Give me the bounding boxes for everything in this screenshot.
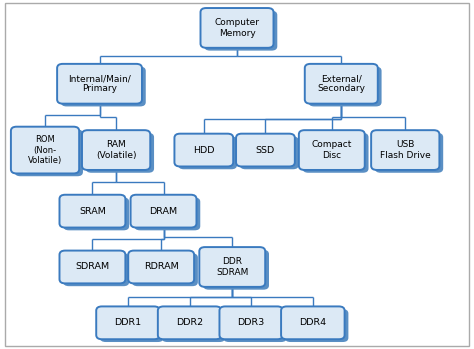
FancyBboxPatch shape (11, 127, 79, 173)
Text: HDD: HDD (193, 146, 215, 155)
Text: DRAM: DRAM (149, 207, 178, 216)
Text: RAM
(Volatile): RAM (Volatile) (96, 140, 137, 160)
Text: SDRAM: SDRAM (75, 262, 109, 272)
FancyBboxPatch shape (223, 309, 287, 342)
FancyBboxPatch shape (135, 198, 200, 230)
Text: DDR1: DDR1 (114, 318, 142, 327)
Text: SRAM: SRAM (79, 207, 106, 216)
Text: External/
Secondary: External/ Secondary (317, 74, 365, 94)
FancyBboxPatch shape (57, 64, 142, 104)
Text: DDR2: DDR2 (176, 318, 203, 327)
FancyBboxPatch shape (60, 251, 125, 283)
FancyBboxPatch shape (128, 251, 194, 283)
FancyBboxPatch shape (309, 67, 382, 106)
FancyBboxPatch shape (236, 134, 295, 166)
FancyBboxPatch shape (285, 309, 348, 342)
FancyBboxPatch shape (64, 253, 129, 286)
Text: SSD: SSD (256, 146, 275, 155)
FancyBboxPatch shape (100, 309, 164, 342)
Text: USB
Flash Drive: USB Flash Drive (380, 140, 431, 160)
FancyBboxPatch shape (199, 247, 265, 287)
Text: Compact
Disc: Compact Disc (311, 140, 352, 160)
FancyBboxPatch shape (299, 130, 365, 170)
FancyBboxPatch shape (15, 129, 83, 176)
FancyBboxPatch shape (302, 133, 368, 173)
FancyBboxPatch shape (178, 136, 237, 169)
FancyBboxPatch shape (201, 8, 273, 48)
FancyBboxPatch shape (82, 130, 150, 170)
Text: ROM
(Non-
Volatile): ROM (Non- Volatile) (28, 135, 62, 165)
FancyBboxPatch shape (158, 306, 221, 339)
FancyBboxPatch shape (61, 67, 146, 106)
FancyBboxPatch shape (86, 133, 154, 173)
FancyBboxPatch shape (60, 195, 125, 228)
FancyBboxPatch shape (96, 306, 160, 339)
Text: DDR
SDRAM: DDR SDRAM (216, 257, 248, 277)
Text: Computer
Memory: Computer Memory (215, 18, 259, 38)
FancyBboxPatch shape (132, 253, 198, 286)
FancyBboxPatch shape (203, 250, 269, 290)
FancyBboxPatch shape (174, 134, 233, 166)
FancyBboxPatch shape (64, 198, 129, 230)
FancyBboxPatch shape (204, 11, 277, 51)
FancyBboxPatch shape (281, 306, 345, 339)
Text: Internal/Main/
Primary: Internal/Main/ Primary (68, 74, 131, 94)
FancyBboxPatch shape (240, 136, 299, 169)
FancyBboxPatch shape (305, 64, 378, 104)
Text: DDR4: DDR4 (299, 318, 327, 327)
FancyBboxPatch shape (219, 306, 283, 339)
Text: DDR3: DDR3 (237, 318, 265, 327)
FancyBboxPatch shape (130, 195, 196, 228)
FancyBboxPatch shape (162, 309, 225, 342)
FancyBboxPatch shape (375, 133, 443, 173)
FancyBboxPatch shape (371, 130, 439, 170)
Text: RDRAM: RDRAM (144, 262, 179, 272)
